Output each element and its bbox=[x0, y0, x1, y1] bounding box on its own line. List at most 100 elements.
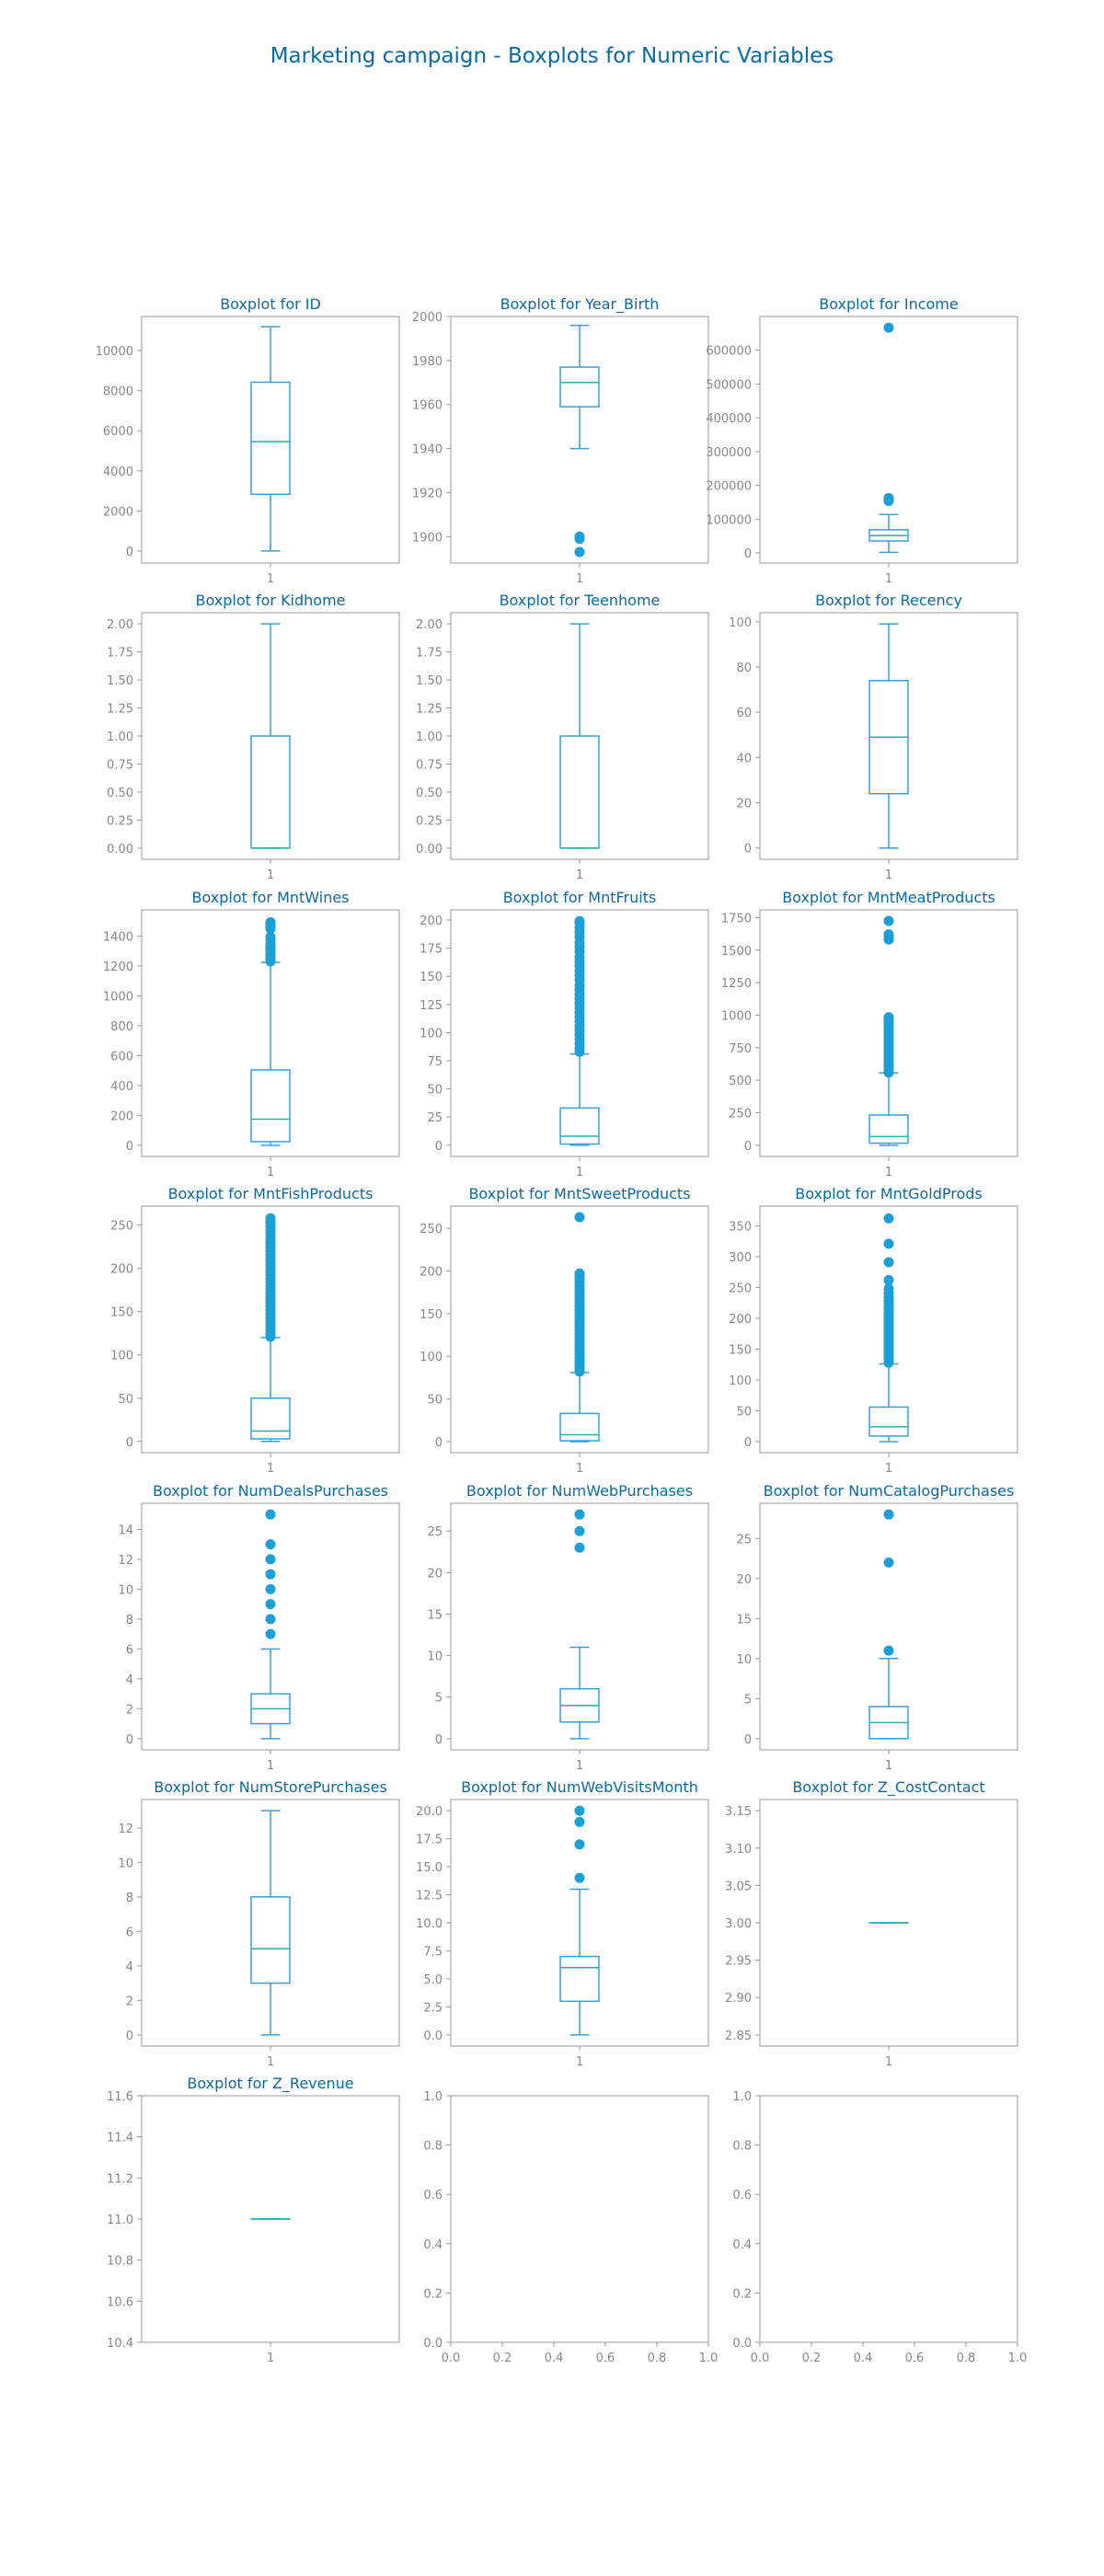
flier-point bbox=[574, 1839, 585, 1850]
x-tick-label: 1 bbox=[267, 1759, 274, 1773]
y-tick-label: 0 bbox=[744, 1140, 752, 1154]
subplot-11: Boxplot for MntSweetProducts 0 50 100 150 200… bbox=[420, 1185, 709, 1476]
subplot-title: Boxplot for Recency bbox=[815, 592, 962, 609]
x-tick-label: 1 bbox=[576, 1166, 583, 1179]
y-tick-label: 0.50 bbox=[416, 787, 443, 800]
y-tick-label: 11.4 bbox=[107, 2132, 133, 2145]
flier-point bbox=[574, 546, 585, 558]
box-iqr bbox=[868, 1406, 909, 1437]
y-tick-label: 1750 bbox=[721, 912, 752, 926]
subplot-title: Boxplot for MntWines bbox=[191, 889, 349, 906]
y-tick-label: 11.2 bbox=[107, 2172, 133, 2186]
flier-point bbox=[265, 1569, 276, 1580]
y-tick-label: 2.00 bbox=[416, 618, 443, 632]
y-tick-label: 1200 bbox=[103, 960, 133, 974]
flier-point bbox=[883, 492, 894, 503]
y-tick-label: 200000 bbox=[706, 480, 752, 494]
subplot-7: Boxplot for MntWines 0 200 400 600 800 1000 120… bbox=[103, 889, 400, 1179]
x-tick-label: 1 bbox=[576, 2055, 583, 2069]
y-tick-label: 10 bbox=[736, 1653, 752, 1667]
y-tick-label: 500000 bbox=[706, 378, 752, 392]
y-tick-label: 200 bbox=[110, 1263, 133, 1277]
y-tick-label: 350 bbox=[729, 1220, 752, 1234]
subplot-title: Boxplot for Year_Birth bbox=[500, 295, 660, 314]
y-tick-label: 800 bbox=[110, 1020, 133, 1034]
y-tick-label: 0.4 bbox=[423, 2238, 443, 2252]
y-tick-label: 15 bbox=[427, 1608, 443, 1622]
axes-frame bbox=[450, 1502, 709, 1751]
y-tick-label: 1.75 bbox=[107, 647, 133, 661]
y-tick-label: 2000 bbox=[412, 311, 443, 325]
y-tick-label: 10.6 bbox=[107, 2295, 133, 2309]
subplot-1: Boxplot for ID 0 2000 4000 6000 8000 10000 1 bbox=[96, 295, 400, 586]
y-tick-label: 20 bbox=[736, 798, 752, 811]
y-tick-label: 175 bbox=[420, 943, 443, 957]
y-tick-label: 0.4 bbox=[732, 2238, 752, 2252]
y-tick-label: 0.75 bbox=[107, 758, 133, 772]
y-tick-label: 150 bbox=[420, 1308, 443, 1322]
y-tick-label: 600000 bbox=[706, 345, 752, 359]
y-tick-label: 1.50 bbox=[107, 674, 133, 688]
x-tick-label: 1.0 bbox=[699, 2352, 719, 2365]
y-tick-label: 8 bbox=[126, 1614, 133, 1627]
flier-point bbox=[574, 1525, 585, 1536]
figure-title: Marketing campaign - Boxplots for Numeri… bbox=[270, 44, 834, 68]
y-tick-label: 10.4 bbox=[107, 2337, 133, 2351]
subplot-title: Boxplot for Kidhome bbox=[195, 592, 345, 609]
y-tick-label: 0.0 bbox=[423, 2030, 443, 2043]
y-tick-label: 20.0 bbox=[416, 1805, 443, 1819]
y-tick-label: 11.6 bbox=[107, 2090, 133, 2104]
y-tick-label: 1500 bbox=[721, 945, 752, 959]
subplot-5: Boxplot for Teenhome 0.00 0.25 0.50 0.75 1.00… bbox=[416, 592, 709, 882]
flier-point bbox=[265, 916, 276, 927]
subplot-8: Boxplot for MntFruits 0 25 50 75 100 125 150 175… bbox=[420, 889, 709, 1179]
x-tick-label: 0.6 bbox=[596, 2352, 615, 2365]
y-tick-label: 100 bbox=[420, 1351, 443, 1364]
y-tick-label: 6 bbox=[126, 1926, 133, 1939]
y-tick-label: 1900 bbox=[412, 531, 443, 545]
y-tick-label: 8 bbox=[126, 1892, 133, 1905]
flier-point bbox=[574, 531, 585, 542]
y-tick-label: 50 bbox=[118, 1393, 133, 1407]
y-tick-label: 2.95 bbox=[725, 1955, 752, 1969]
subplot-title: Boxplot for Z_Revenue bbox=[187, 2075, 353, 2093]
y-tick-label: 100 bbox=[420, 1027, 443, 1041]
y-tick-label: 0.2 bbox=[732, 2287, 752, 2301]
x-tick-label: 1 bbox=[267, 868, 274, 882]
subplot-18: Boxplot for Z_CostContact 2.85 2.90 2.95 3.0… bbox=[725, 1778, 1018, 2069]
x-tick-label: 0.8 bbox=[957, 2352, 976, 2365]
y-tick-label: 300 bbox=[729, 1251, 752, 1265]
y-tick-label: 6 bbox=[126, 1643, 133, 1657]
y-tick-label: 0 bbox=[744, 843, 752, 857]
y-tick-label: 300000 bbox=[706, 446, 752, 460]
x-tick-label: 1 bbox=[267, 1166, 274, 1179]
box-iqr bbox=[559, 1955, 600, 2003]
x-tick-label: 0.6 bbox=[905, 2352, 925, 2365]
y-tick-label: 750 bbox=[729, 1042, 752, 1056]
y-tick-label: 0.00 bbox=[107, 843, 133, 857]
subplot-title: Boxplot for MntFruits bbox=[503, 889, 657, 906]
y-tick-label: 15.0 bbox=[416, 1861, 443, 1875]
box-iqr bbox=[250, 1896, 291, 1984]
y-tick-label: 10 bbox=[118, 1583, 133, 1597]
subplot-title: Boxplot for MntSweetProducts bbox=[468, 1185, 690, 1202]
y-tick-label: 200 bbox=[110, 1110, 133, 1123]
y-tick-label: 0 bbox=[126, 546, 133, 559]
y-tick-label: 150 bbox=[110, 1306, 133, 1320]
flier-point bbox=[265, 1539, 276, 1550]
y-tick-label: 0.25 bbox=[107, 814, 133, 828]
y-tick-label: 1980 bbox=[412, 355, 443, 369]
x-tick-label: 1.0 bbox=[1008, 2352, 1028, 2365]
subplot-17: Boxplot for NumWebVisitsMonth 0.0 2.5 5.0 7.… bbox=[416, 1778, 709, 2069]
subplot-title: Boxplot for NumWebVisitsMonth bbox=[461, 1778, 698, 1796]
subplot-title: Boxplot for NumWebPurchases bbox=[466, 1482, 693, 1500]
x-tick-label: 0.2 bbox=[493, 2352, 512, 2365]
y-tick-label: 15 bbox=[736, 1613, 752, 1627]
y-tick-label: 0.0 bbox=[732, 2337, 752, 2351]
y-tick-label: 3.00 bbox=[725, 1917, 752, 1931]
axes-frame bbox=[759, 1502, 1018, 1751]
flier-point bbox=[883, 1213, 894, 1224]
y-tick-label: 12.5 bbox=[416, 1890, 443, 1903]
y-tick-label: 60 bbox=[736, 707, 752, 720]
